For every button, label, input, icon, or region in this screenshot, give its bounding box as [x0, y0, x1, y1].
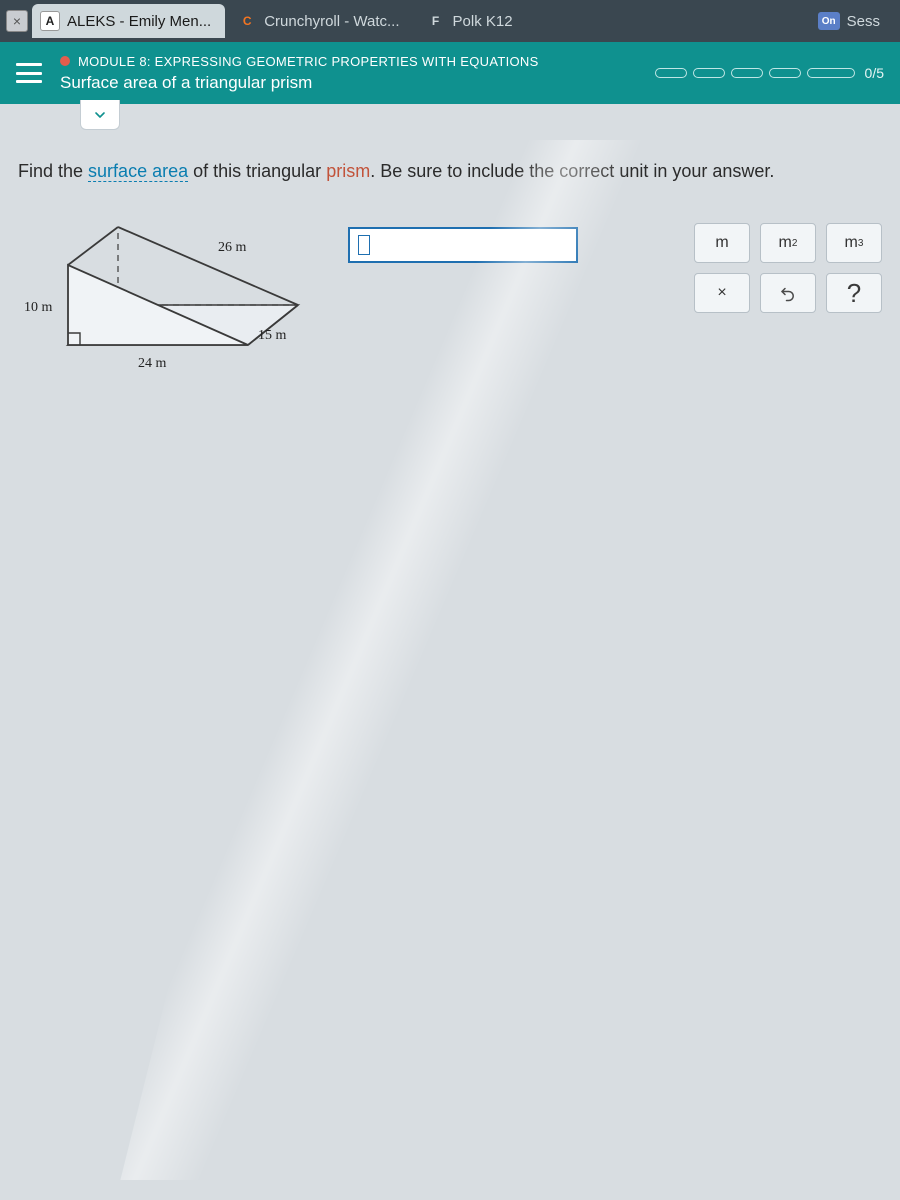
progress-seg: [693, 68, 725, 78]
prism-diagram: 26 m 10 m 15 m 24 m: [18, 205, 328, 375]
undo-icon: [779, 284, 797, 302]
unit-m-button[interactable]: m: [694, 223, 750, 263]
help-button[interactable]: ?: [826, 273, 882, 313]
topic-title: Surface area of a triangular prism: [60, 73, 637, 93]
status-dot-icon: [60, 56, 70, 66]
work-row: 26 m 10 m 15 m 24 m m m2 m3: [18, 205, 882, 375]
tab-label: Crunchyroll - Watc...: [264, 13, 399, 30]
clear-label: ×: [717, 284, 726, 302]
answer-input[interactable]: [348, 227, 578, 263]
menu-icon[interactable]: [16, 63, 42, 83]
favicon-crunchyroll: C: [237, 11, 257, 31]
dim-right: 15 m: [258, 328, 287, 343]
browser-tab-polk[interactable]: F Polk K12: [418, 4, 527, 38]
tab-label: ALEKS - Emily Men...: [67, 13, 211, 30]
q-mid: of this triangular: [188, 161, 326, 181]
header-text: MODULE 8: EXPRESSING GEOMETRIC PROPERTIE…: [60, 54, 637, 93]
unit-m-label: m: [715, 234, 728, 252]
q-pre: Find the: [18, 161, 88, 181]
tab-label: Polk K12: [453, 13, 513, 30]
unit-m3-button[interactable]: m3: [826, 223, 882, 263]
dim-top: 26 m: [218, 240, 247, 255]
close-icon[interactable]: ×: [6, 10, 28, 32]
question-text: Find the surface area of this triangular…: [18, 158, 882, 185]
term-surface-area[interactable]: surface area: [88, 161, 188, 182]
browser-tab-crunchyroll[interactable]: C Crunchyroll - Watc...: [229, 4, 413, 38]
input-cursor-icon: [358, 235, 370, 255]
help-label: ?: [847, 278, 861, 309]
favicon-aleks: A: [40, 11, 60, 31]
unit-m2-label: m: [779, 234, 792, 252]
close-glyph: ×: [13, 13, 21, 29]
question-area: Find the surface area of this triangular…: [0, 104, 900, 375]
tool-palette: m m2 m3 ×: [694, 223, 882, 313]
unit-m3-label: m: [845, 234, 858, 252]
tab-label: Sess: [847, 13, 880, 30]
progress-seg: [807, 68, 855, 78]
progress-seg: [655, 68, 687, 78]
progress-seg: [769, 68, 801, 78]
progress-indicator: 0/5: [655, 65, 884, 81]
progress-seg: [731, 68, 763, 78]
module-label: MODULE 8: EXPRESSING GEOMETRIC PROPERTIE…: [78, 54, 539, 69]
q-post: . Be sure to include the correct unit in…: [370, 161, 774, 181]
unit-m3-sup: 3: [858, 238, 864, 249]
browser-tab-aleks[interactable]: A ALEKS - Emily Men...: [32, 4, 225, 38]
dim-bottom: 24 m: [138, 356, 167, 371]
favicon-polk: F: [426, 11, 446, 31]
dim-left: 10 m: [24, 300, 53, 315]
term-prism[interactable]: prism: [326, 161, 370, 181]
undo-button[interactable]: [760, 273, 816, 313]
progress-count: 0/5: [865, 65, 884, 81]
favicon-session: On: [818, 12, 840, 30]
browser-tab-strip: × A ALEKS - Emily Men... C Crunchyroll -…: [0, 0, 900, 42]
module-line: MODULE 8: EXPRESSING GEOMETRIC PROPERTIE…: [60, 54, 637, 69]
clear-button[interactable]: ×: [694, 273, 750, 313]
unit-m2-button[interactable]: m2: [760, 223, 816, 263]
unit-m2-sup: 2: [792, 238, 798, 249]
browser-tab-session[interactable]: On Sess: [810, 4, 894, 38]
aleks-header: MODULE 8: EXPRESSING GEOMETRIC PROPERTIE…: [0, 42, 900, 104]
